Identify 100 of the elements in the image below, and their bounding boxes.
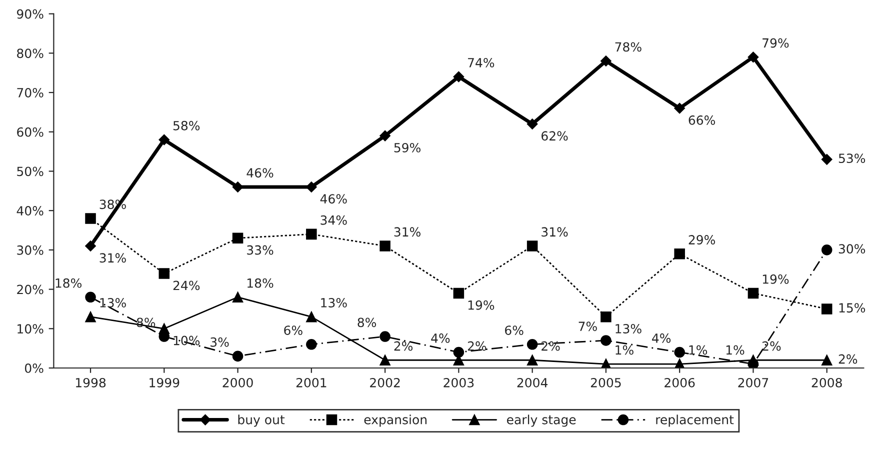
point (453, 288, 464, 299)
legend-label: expansion (364, 414, 426, 427)
y-tick-label: 0% (24, 363, 44, 373)
x-tick-label: 2000 (222, 378, 253, 388)
point (600, 335, 612, 346)
x-tick-label: 2001 (296, 378, 326, 388)
data-label: 78% (615, 42, 642, 52)
data-label: 6% (505, 326, 524, 336)
point (306, 182, 317, 192)
point (674, 248, 685, 260)
data-label: 19% (762, 274, 789, 284)
point (600, 56, 612, 66)
data-label: 13% (616, 324, 642, 334)
x-tick-label: 2006 (664, 378, 695, 388)
point (85, 213, 96, 224)
data-label: 18% (247, 278, 274, 288)
x-tick-label: 1998 (76, 378, 106, 388)
data-label: 13% (321, 298, 347, 308)
legend-label: early stage (506, 414, 576, 427)
data-label: 74% (468, 58, 494, 68)
point (158, 134, 170, 146)
x-tick-label: 2005 (590, 378, 621, 388)
x-tick-label: 2007 (738, 378, 768, 388)
data-label: 13% (100, 298, 126, 308)
data-label: 46% (320, 194, 347, 204)
point (748, 358, 759, 368)
data-label: 1% (689, 345, 708, 355)
point (306, 339, 317, 350)
data-label: 19% (468, 300, 494, 310)
data-label: 2% (838, 354, 858, 364)
data-label: 15% (839, 303, 866, 313)
y-tick-label: 10% (18, 324, 44, 334)
point (748, 52, 759, 63)
data-label: 24% (173, 280, 200, 290)
x-tick-label: 2002 (370, 378, 400, 388)
point (306, 228, 317, 240)
data-label: 2% (468, 341, 486, 351)
y-tick-label: 80% (17, 48, 44, 58)
data-label: 33% (247, 245, 274, 255)
data-label: 66% (688, 115, 716, 125)
legend-label: buy out (238, 414, 285, 427)
data-label: 4% (431, 333, 450, 343)
y-tick-label: 70% (17, 88, 44, 98)
x-tick-label: 2003 (444, 378, 474, 388)
x-tick-label: 2008 (812, 378, 842, 388)
point (526, 118, 538, 130)
point (821, 354, 832, 366)
data-label: 62% (542, 131, 568, 141)
y-tick-label: 20% (17, 284, 44, 294)
x-tick-label: 2004 (517, 378, 548, 388)
point (453, 346, 464, 358)
point (453, 71, 464, 82)
data-label: 1% (726, 345, 744, 355)
data-label: 59% (394, 142, 420, 152)
data-label: 29% (688, 235, 716, 245)
data-label: 31% (542, 227, 568, 237)
y-tick-label: 90% (16, 9, 44, 19)
point (821, 154, 832, 165)
point (821, 244, 832, 256)
y-tick-label: 40% (16, 206, 44, 216)
point (306, 311, 317, 322)
data-label: 8% (136, 318, 156, 328)
point (232, 232, 244, 244)
data-label: 2% (394, 341, 413, 351)
point (821, 304, 832, 314)
point (526, 339, 538, 350)
point (85, 292, 96, 303)
data-label: 7% (578, 322, 597, 332)
data-label: 79% (762, 38, 789, 48)
data-label: 6% (284, 326, 302, 336)
data-label: 31% (394, 227, 420, 237)
point (526, 240, 538, 252)
point (232, 350, 244, 362)
point (748, 288, 759, 299)
point (600, 311, 612, 322)
point (674, 102, 686, 114)
point (85, 240, 96, 252)
y-tick-label: 30% (17, 245, 44, 255)
data-label: 18% (56, 278, 82, 288)
point (85, 311, 96, 322)
point (380, 240, 390, 252)
data-label: 8% (358, 318, 376, 328)
data-label: 46% (246, 168, 274, 178)
data-label: 3% (210, 337, 229, 347)
y-tick-label: 60% (17, 127, 44, 137)
point (232, 182, 244, 192)
y-tick-label: 50% (17, 166, 44, 176)
data-label: 1% (616, 345, 634, 355)
point (380, 130, 390, 142)
data-label: 34% (320, 215, 347, 225)
point (380, 331, 390, 342)
x-tick-label: 1999 (150, 378, 180, 388)
data-label: 2% (762, 341, 781, 351)
data-label: 53% (838, 154, 866, 164)
data-label: 4% (652, 333, 671, 343)
data-label: 31% (100, 253, 126, 263)
point (380, 354, 390, 366)
point (158, 268, 170, 279)
point (674, 346, 685, 358)
legend-label: replacement (656, 414, 734, 427)
